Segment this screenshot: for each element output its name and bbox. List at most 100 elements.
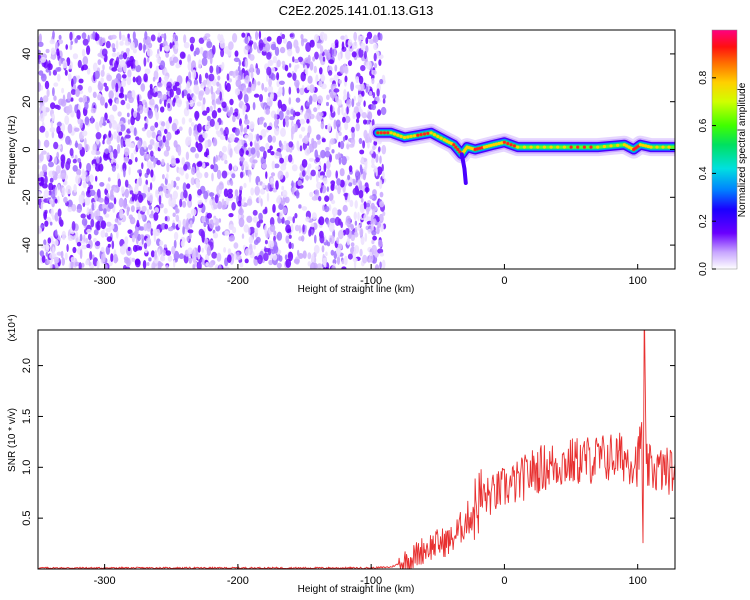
noise-blob [45,245,50,251]
noise-blob [290,223,294,233]
noise-blob [105,245,111,255]
noise-blob [215,154,218,163]
ridge-core-point [602,144,607,149]
noise-blob [139,146,145,156]
noise-blob [260,198,263,207]
ridge-core-point [646,144,650,149]
noise-blob [307,75,313,84]
noise-blob [182,200,187,208]
noise-blob [306,118,310,124]
noise-blob [86,228,92,234]
noise-blob [328,70,333,76]
noise-blob [149,182,153,191]
noise-blob [161,158,165,166]
noise-blob [230,180,234,186]
noise-blob [285,171,289,179]
noise-blob [126,208,130,217]
noise-blob [68,64,72,70]
ridge-core-point [376,131,380,135]
noise-blob [53,82,59,87]
noise-blob [205,162,210,167]
noise-blob [106,236,113,243]
noise-blob [329,104,333,113]
noise-blob [234,88,241,96]
noise-blob [285,258,292,268]
colorbar-frame [711,29,738,270]
noise-blob [75,174,81,185]
noise-blob [141,162,144,170]
noise-blob [148,257,152,262]
noise-blob [309,84,315,94]
noise-blob [363,213,369,222]
noise-blob [123,147,130,157]
ridge-core-point [389,131,393,135]
noise-blob [144,68,151,75]
y-tick-label: 1.0 [21,460,33,475]
noise-blob [263,252,269,262]
noise-blob [58,34,62,41]
noise-blob [250,71,254,79]
noise-blob [381,259,386,269]
noise-blob [300,37,305,47]
noise-blob [112,148,118,159]
snr-multiplier: (x10⁴) [7,314,18,341]
noise-blob [67,123,73,134]
noise-blob [150,150,154,157]
noise-blob [176,97,183,108]
noise-blob [185,151,190,161]
noise-blob [227,254,232,263]
noise-blob [175,63,181,69]
noise-blob [218,218,222,223]
noise-blob [257,254,263,265]
noise-blob [69,148,74,157]
noise-blob [356,118,360,124]
noise-blob [244,75,250,84]
noise-blob [179,51,186,59]
noise-blob [372,235,377,241]
noise-blob [366,31,373,40]
noise-blob [315,157,320,163]
noise-blob [86,207,90,216]
noise-blob [272,187,278,193]
noise-blob [382,94,387,100]
noise-blob [104,213,110,218]
noise-blob [261,82,265,91]
noise-blob [86,45,91,56]
noise-blob [267,134,273,143]
noise-blob [266,125,272,131]
noise-blob [265,142,270,150]
noise-blob [285,224,291,234]
noise-blob [310,223,315,228]
noise-blob [57,184,61,191]
noise-blob [309,39,315,48]
noise-blob [224,230,230,237]
noise-blob [105,40,111,49]
noise-blob [38,33,43,44]
noise-blob [263,122,267,128]
noise-blob [201,247,204,253]
noise-blob [172,212,176,217]
noise-blob [256,150,260,159]
noise-blob [169,60,175,66]
noise-blob [56,48,60,56]
noise-blob [67,235,74,241]
noise-blob [152,76,156,82]
noise-blob [146,222,152,232]
noise-blob [321,245,325,253]
noise-blob [90,107,97,114]
noise-blob [314,149,319,159]
noise-blob [227,248,232,255]
noise-blob [38,49,41,55]
noise-blob [99,96,105,106]
noise-blob [336,237,340,244]
noise-blob [294,111,301,117]
noise-blob [244,163,250,171]
noise-blob [218,264,222,269]
noise-blob [119,59,126,68]
noise-blob [157,93,163,99]
noise-blob [324,150,331,158]
noise-blob [232,115,236,123]
ridge-core-point [416,133,420,137]
noise-blob [64,252,68,261]
noise-blob [191,166,196,175]
